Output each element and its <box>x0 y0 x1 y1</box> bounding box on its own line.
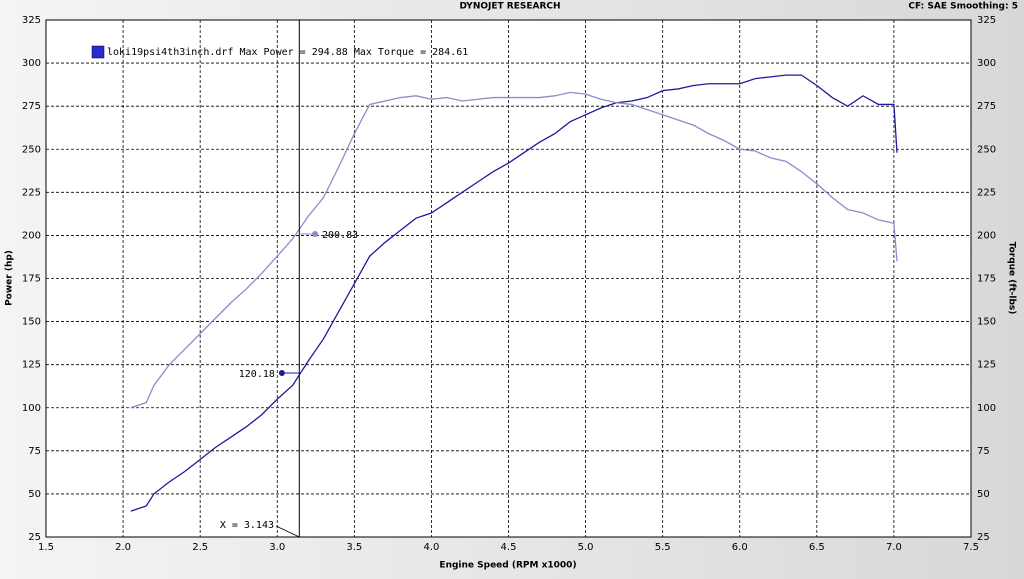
x-tick-label: 5.0 <box>578 542 594 553</box>
y-tick-label: 125 <box>22 360 41 371</box>
series-line <box>130 91 898 409</box>
y2-tick-label: 100 <box>977 403 996 414</box>
y2-axis-label: Torque (ft-lbs) <box>1007 242 1017 315</box>
legend-swatch <box>91 45 105 59</box>
y-tick-label: 150 <box>22 317 41 328</box>
chart-title: DYNOJET RESEARCH <box>459 2 560 12</box>
x-tick-label: 3.0 <box>269 542 285 553</box>
y-tick-label: 175 <box>22 274 41 285</box>
x-tick-label: 2.5 <box>192 542 208 553</box>
y2-tick-label: 325 <box>977 15 996 26</box>
x-tick-label: 2.0 <box>115 542 131 553</box>
y-tick-label: 250 <box>22 144 41 155</box>
y-tick-label: 75 <box>28 446 41 457</box>
x-tick-label: 6.0 <box>732 542 748 553</box>
annotation-marker <box>312 230 319 237</box>
y2-tick-label: 150 <box>977 317 996 328</box>
y2-tick-label: 275 <box>977 101 996 112</box>
x-tick-label: 5.5 <box>655 542 671 553</box>
y-tick-label: 225 <box>22 187 41 198</box>
y2-tick-label: 75 <box>977 446 990 457</box>
x-tick-label: 1.5 <box>38 542 54 553</box>
x-axis-label: Engine Speed (RPM x1000) <box>439 561 576 571</box>
x-tick-label: 4.5 <box>501 542 517 553</box>
y-tick-label: 200 <box>22 230 41 241</box>
y-tick-label: 275 <box>22 101 41 112</box>
y2-tick-label: 225 <box>977 187 996 198</box>
annotation-label: 200.83 <box>322 230 358 241</box>
cursor-pointer <box>275 525 300 538</box>
annotation-marker <box>278 369 285 376</box>
y2-tick-label: 200 <box>977 230 996 241</box>
y2-tick-label: 300 <box>977 58 996 69</box>
x-tick-label: 7.5 <box>963 542 979 553</box>
cursor-label: X = 3.143 <box>220 520 274 531</box>
y-tick-label: 25 <box>28 532 41 543</box>
y2-tick-label: 50 <box>977 489 990 500</box>
subtitle: CF: SAE Smoothing: 5 <box>908 2 1018 12</box>
x-tick-label: 7.0 <box>886 542 902 553</box>
y2-tick-label: 175 <box>977 274 996 285</box>
annotation-label: 120.18 <box>239 369 275 380</box>
y-axis-label: Power (hp) <box>5 250 15 306</box>
y2-tick-label: 125 <box>977 360 996 371</box>
y-tick-label: 50 <box>28 489 41 500</box>
y2-tick-label: 250 <box>977 144 996 155</box>
y2-tick-label: 25 <box>977 532 990 543</box>
y-tick-label: 300 <box>22 58 41 69</box>
x-tick-label: 6.5 <box>809 542 825 553</box>
series-line <box>130 74 898 512</box>
y-tick-label: 100 <box>22 403 41 414</box>
x-tick-label: 4.0 <box>423 542 439 553</box>
legend-text: loki19psi4th3inch.drf Max Power = 294.88… <box>107 47 468 58</box>
y-tick-label: 325 <box>22 15 41 26</box>
x-tick-label: 3.5 <box>346 542 362 553</box>
